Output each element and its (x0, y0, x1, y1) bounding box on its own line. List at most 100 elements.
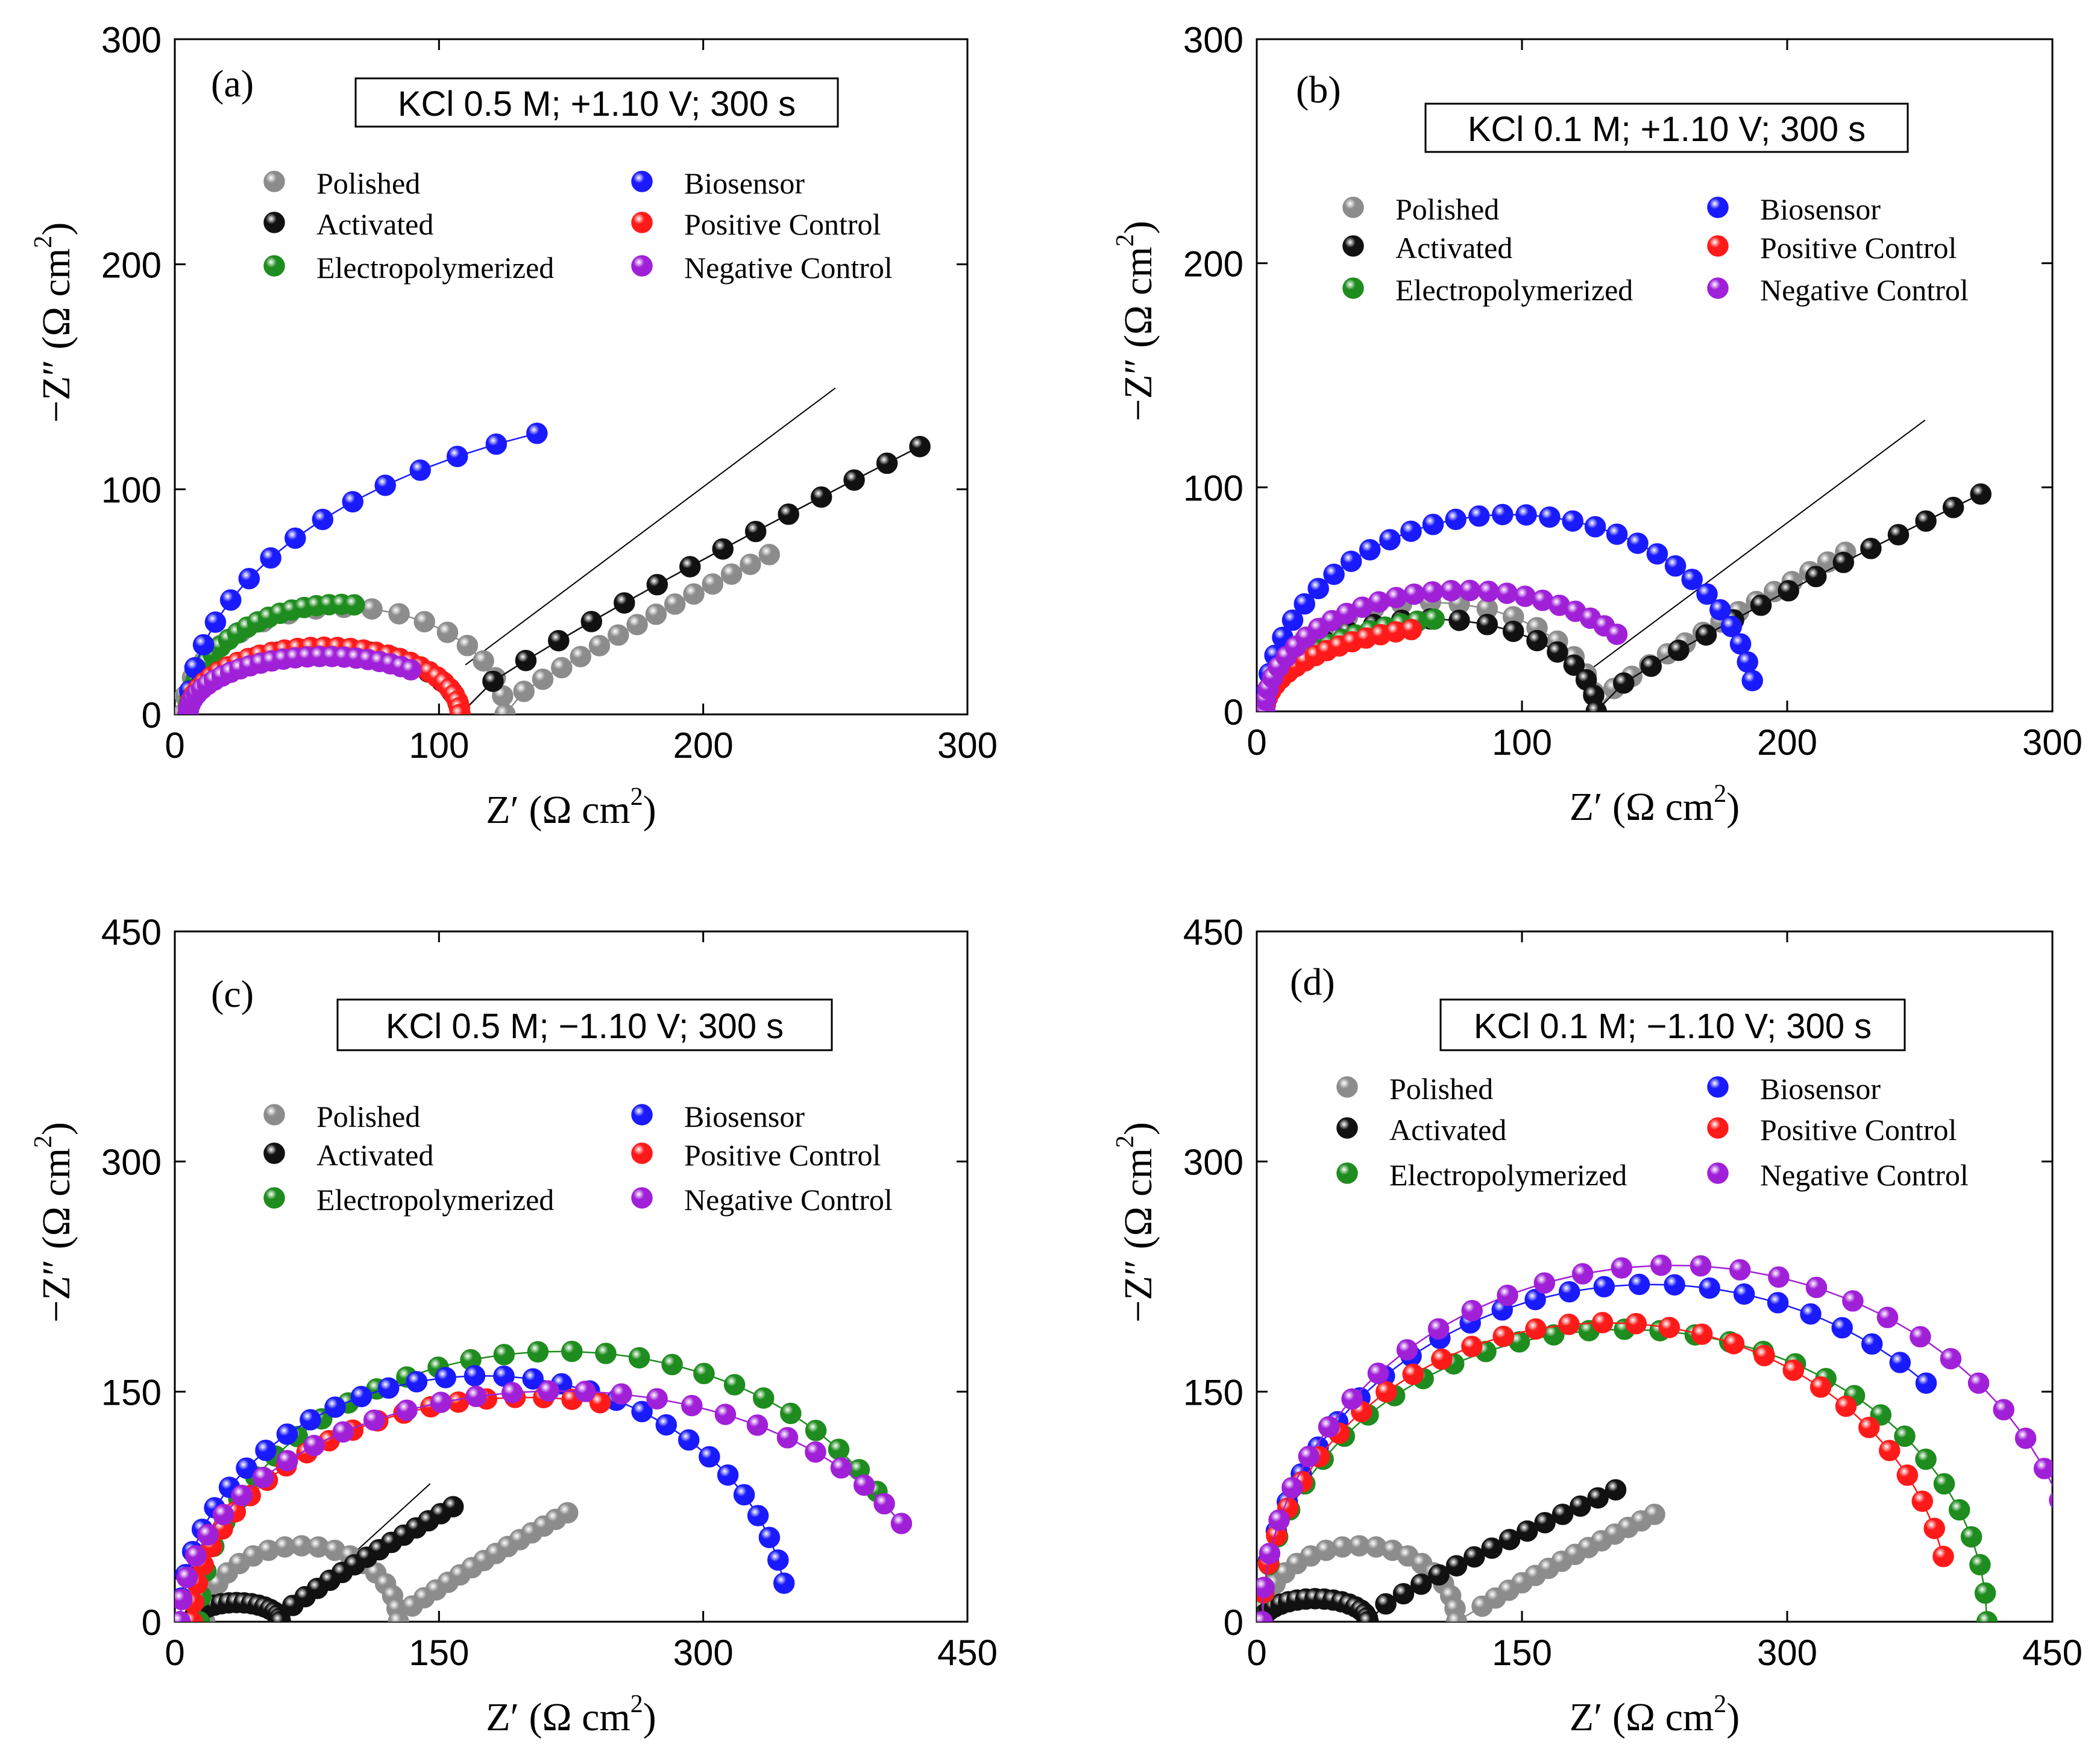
y-tick-label: 0 (142, 695, 162, 736)
data-point (446, 446, 468, 467)
data-point (909, 435, 931, 458)
x-tick-label: 0 (1247, 722, 1266, 763)
data-point (1753, 1344, 1775, 1367)
data-point (1699, 1277, 1720, 1299)
data-point (185, 1545, 207, 1567)
data-point (1402, 1363, 1424, 1385)
y-tick-label: 0 (142, 1602, 162, 1643)
data-point (1709, 599, 1731, 621)
data-point (1445, 508, 1467, 531)
data-point (1526, 629, 1548, 652)
data-point (744, 520, 767, 543)
x-tick-label: 100 (1492, 722, 1552, 763)
data-point (1340, 550, 1362, 572)
legend-label-polished: Polished (1389, 1072, 1493, 1106)
data-point (1782, 1359, 1805, 1381)
legend-marker-positive-control (1707, 1117, 1729, 1139)
data-point (312, 508, 334, 531)
data-point (1359, 539, 1381, 561)
data-point (1570, 1495, 1591, 1517)
fit-curve-polished (181, 553, 770, 714)
data-point (1547, 641, 1568, 663)
plot-frame (174, 38, 969, 716)
y-axis-label: −Z″ (Ω cm2) (1111, 221, 1160, 421)
data-point (363, 1409, 385, 1431)
data-point (1492, 503, 1514, 526)
data-point (1400, 619, 1423, 641)
data-point (678, 1429, 700, 1451)
data-point (580, 611, 603, 632)
data-point (192, 634, 215, 656)
data-point (1627, 532, 1649, 554)
data-point (805, 1441, 826, 1463)
data-point (1737, 651, 1758, 673)
panel-label: (b) (1296, 68, 1341, 111)
x-axis-label: Z′ (Ω cm2) (1570, 1690, 1740, 1739)
data-point (1584, 515, 1606, 538)
data-point (276, 1423, 298, 1445)
legend-marker-polished (263, 1104, 285, 1126)
legend-label-polished: Polished (316, 1100, 420, 1133)
data-point (1496, 582, 1518, 604)
data-point (1768, 1266, 1790, 1288)
data-point (269, 1611, 292, 1622)
data-point (876, 452, 898, 474)
x-tick-label: 100 (409, 725, 469, 766)
data-point (219, 589, 242, 611)
x-tick-label: 0 (165, 725, 184, 766)
data-point (646, 574, 668, 596)
legend-label-negative-control: Negative Control (684, 251, 893, 285)
data-point (1835, 1395, 1857, 1417)
data-point (631, 1400, 653, 1423)
data-point (436, 622, 459, 643)
series-layer (175, 423, 931, 714)
data-point (449, 704, 471, 714)
data-point (1809, 1376, 1832, 1398)
data-point (1341, 1388, 1363, 1410)
data-point (1611, 1257, 1633, 1279)
legend-label-activated: Activated (316, 207, 433, 241)
data-point (343, 594, 365, 616)
data-point (1942, 497, 1964, 518)
data-point (733, 1484, 755, 1506)
legend-label-positive-control: Positive Control (1760, 1113, 1957, 1147)
legend-marker-activated (1336, 1117, 1358, 1139)
data-point (780, 1402, 802, 1425)
series-negative-control (175, 1380, 913, 1622)
data-point (1976, 1611, 1998, 1622)
data-point (574, 1381, 596, 1402)
data-point (843, 469, 865, 491)
legend-label-polished: Polished (316, 166, 420, 200)
data-point (1421, 581, 1444, 603)
data-point (1558, 1280, 1580, 1303)
legend-label-electropolymerized: Electropolymerized (316, 251, 554, 285)
data-point (413, 611, 435, 632)
data-point (1591, 1312, 1614, 1334)
data-point (1517, 1520, 1538, 1542)
data-point (595, 1343, 617, 1364)
data-point (646, 1388, 668, 1410)
condition-box (1439, 998, 1906, 1051)
data-point (1396, 1339, 1418, 1361)
data-point (1741, 670, 1763, 691)
x-tick-label: 450 (2022, 1633, 2083, 1673)
data-point (1431, 1348, 1453, 1370)
data-point (810, 486, 832, 508)
data-point (1967, 1372, 1990, 1394)
data-point (255, 1440, 277, 1461)
data-point (1563, 654, 1585, 676)
data-point (758, 544, 781, 565)
legend-label-biosensor: Biosensor (1760, 1072, 1881, 1106)
data-point (1993, 1399, 2014, 1421)
x-tick-label: 0 (1247, 1633, 1266, 1673)
data-point (1259, 1542, 1281, 1564)
panel-label: (c) (211, 972, 254, 1015)
data-point (1613, 672, 1635, 694)
legend-label-electropolymerized: Electropolymerized (316, 1183, 554, 1217)
data-point (1298, 1446, 1320, 1467)
data-point (1861, 1333, 1883, 1355)
data-point (332, 1421, 354, 1443)
data-point (1585, 701, 1607, 711)
data-point (465, 1385, 487, 1408)
data-point (2033, 1458, 2052, 1479)
